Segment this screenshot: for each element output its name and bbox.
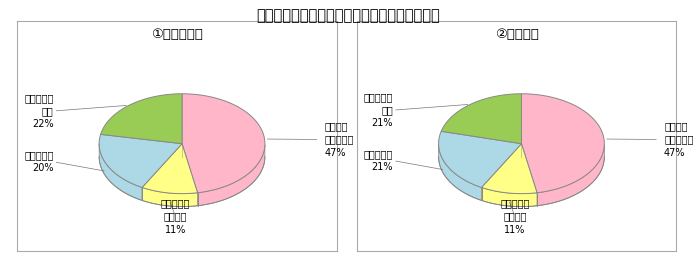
Text: （図２－５－１０）　避難場所の安全性の確認: （図２－５－１０） 避難場所の安全性の確認	[256, 8, 441, 23]
Text: ①洪水・冠水: ①洪水・冠水	[151, 28, 203, 41]
Text: 実施計画中
21%: 実施計画中 21%	[364, 149, 393, 172]
Polygon shape	[142, 144, 197, 194]
Polygon shape	[438, 131, 521, 187]
Polygon shape	[100, 94, 182, 144]
Text: 実施の予定
なし
22%: 実施の予定 なし 22%	[24, 93, 54, 129]
Polygon shape	[99, 144, 265, 207]
Polygon shape	[99, 144, 142, 200]
Text: ②土砂災害: ②土砂災害	[495, 28, 538, 41]
Polygon shape	[521, 94, 604, 193]
Polygon shape	[438, 144, 482, 200]
Polygon shape	[142, 187, 197, 207]
Polygon shape	[182, 94, 265, 193]
Text: 市区町村
全域で実施
47%: 市区町村 全域で実施 47%	[664, 121, 694, 158]
Text: 市区町村
全域で実施
47%: 市区町村 全域で実施 47%	[325, 121, 354, 158]
Polygon shape	[482, 144, 537, 194]
Polygon shape	[537, 145, 604, 206]
Text: 実施の予定
なし
21%: 実施の予定 なし 21%	[364, 92, 393, 128]
Text: 実施計画中
20%: 実施計画中 20%	[24, 150, 54, 173]
Polygon shape	[438, 144, 604, 207]
Polygon shape	[441, 94, 521, 144]
Polygon shape	[482, 187, 537, 207]
Text: 要注意地域
のみ実施
11%: 要注意地域 のみ実施 11%	[500, 198, 530, 235]
Polygon shape	[197, 145, 265, 206]
Polygon shape	[99, 134, 182, 187]
Text: 要注意地域
のみ実施
11%: 要注意地域 のみ実施 11%	[161, 198, 190, 235]
